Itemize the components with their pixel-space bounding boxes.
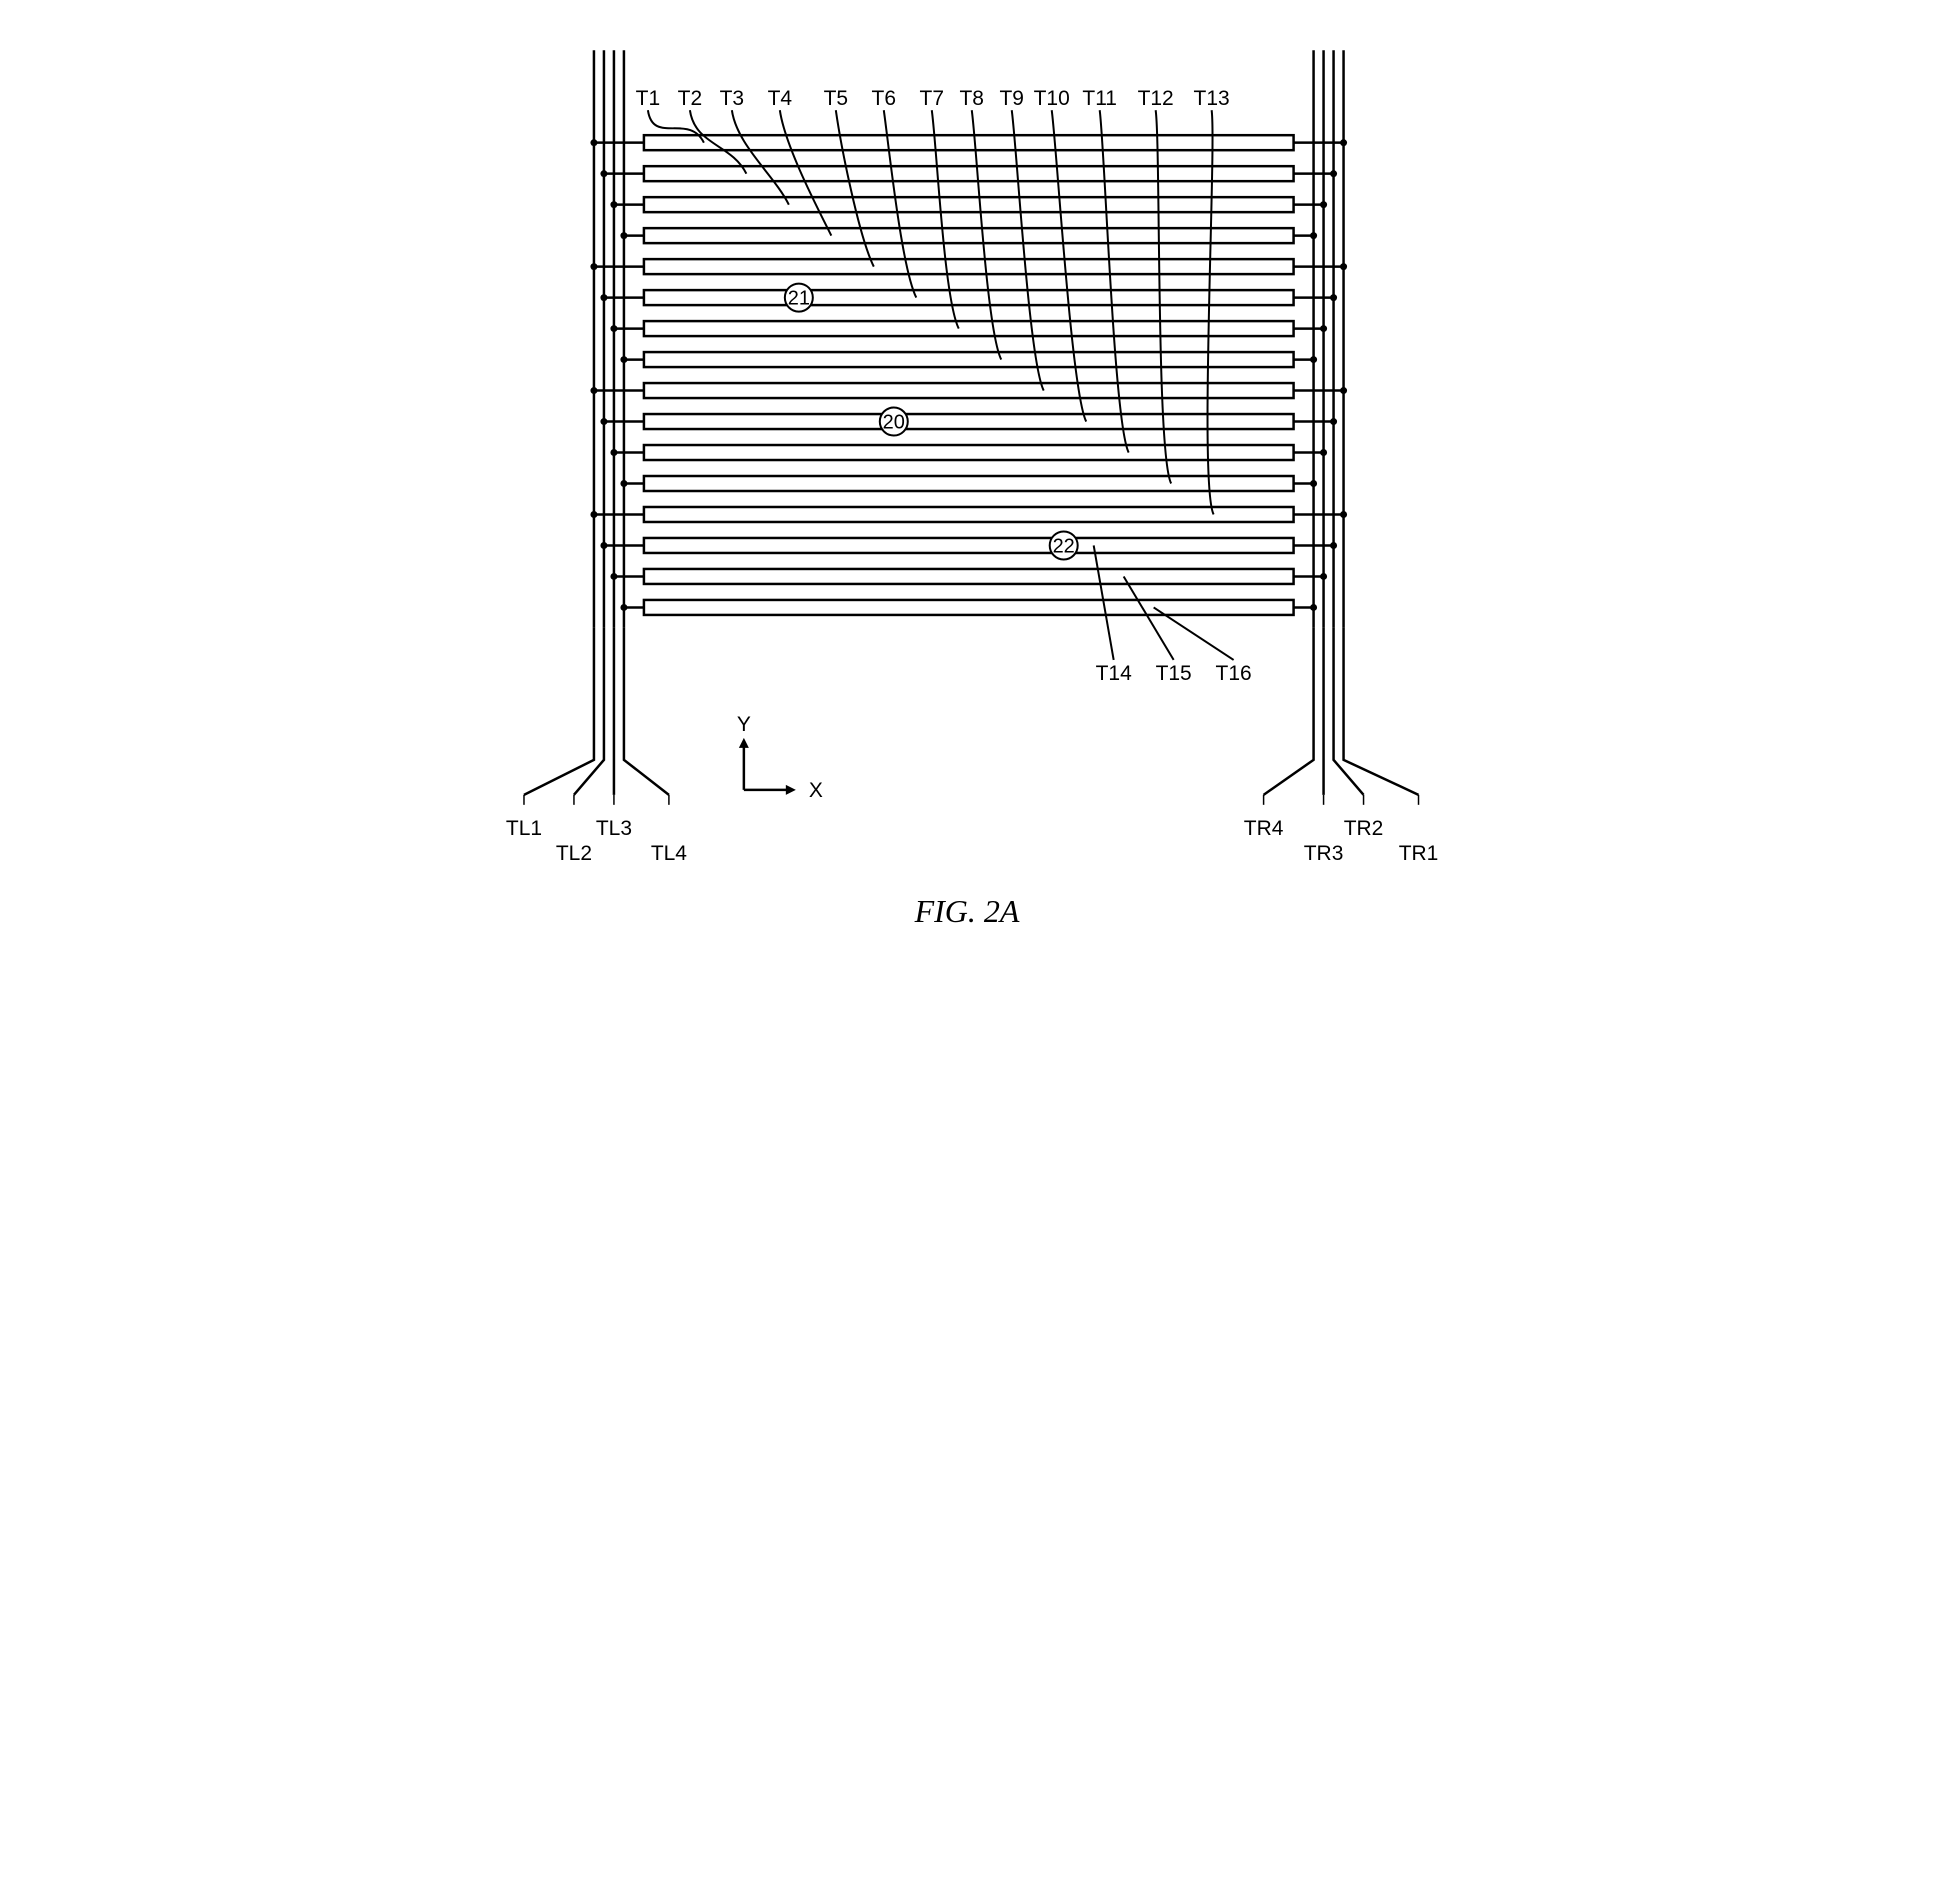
svg-text:Y: Y xyxy=(736,713,750,736)
electrode-bar xyxy=(643,538,1293,553)
bottom-label: T16 xyxy=(1215,662,1251,685)
top-label: T4 xyxy=(767,87,792,110)
electrode-bar xyxy=(643,507,1293,522)
top-label: T1 xyxy=(635,87,659,110)
top-label: T7 xyxy=(919,87,943,110)
electrode-bar xyxy=(643,166,1293,181)
terminal-label: TL3 xyxy=(595,817,631,840)
svg-text:21: 21 xyxy=(787,288,809,310)
electrode-bar xyxy=(643,321,1293,336)
top-label: T9 xyxy=(999,87,1023,110)
electrode-bar xyxy=(643,445,1293,460)
terminal-label: TL1 xyxy=(505,817,541,840)
svg-text:20: 20 xyxy=(882,412,904,434)
top-label: T5 xyxy=(823,87,847,110)
terminal-label: TL2 xyxy=(555,842,591,865)
top-label: T12 xyxy=(1137,87,1173,110)
electrode-bar xyxy=(643,600,1293,615)
figure-caption: FIG. 2A xyxy=(913,894,1019,929)
svg-text:22: 22 xyxy=(1052,535,1074,557)
electrode-bar xyxy=(643,290,1293,305)
electrode-bar xyxy=(643,197,1293,212)
terminal-label: TR2 xyxy=(1343,817,1383,840)
electrode-bar xyxy=(643,383,1293,398)
terminal-label: TL4 xyxy=(650,842,686,865)
electrode-bar xyxy=(643,259,1293,274)
top-label: T8 xyxy=(959,87,983,110)
top-label: T11 xyxy=(1082,87,1117,110)
top-label: T10 xyxy=(1033,87,1069,110)
bottom-label: T14 xyxy=(1095,662,1131,685)
terminal-label: TR1 xyxy=(1398,842,1438,865)
electrode-bar xyxy=(643,569,1293,584)
bottom-label: T15 xyxy=(1155,662,1191,685)
figure-2a: TL1 TL2TL3 TL4 TR4 TR3TR2 TR1 T1 T2 T3 T4 T5 T6 T7 T8… xyxy=(484,20,1450,967)
top-label: T13 xyxy=(1193,87,1229,110)
electrode-bar xyxy=(643,352,1293,367)
terminal-label: TR4 xyxy=(1243,817,1283,840)
top-label: T6 xyxy=(871,87,895,110)
electrode-bar xyxy=(643,228,1293,243)
terminal-label: TR3 xyxy=(1303,842,1343,865)
svg-text:X: X xyxy=(808,779,822,802)
electrode-bar xyxy=(643,476,1293,491)
top-label: T2 xyxy=(677,87,701,110)
electrode-bar xyxy=(643,414,1293,429)
top-label: T3 xyxy=(719,87,743,110)
